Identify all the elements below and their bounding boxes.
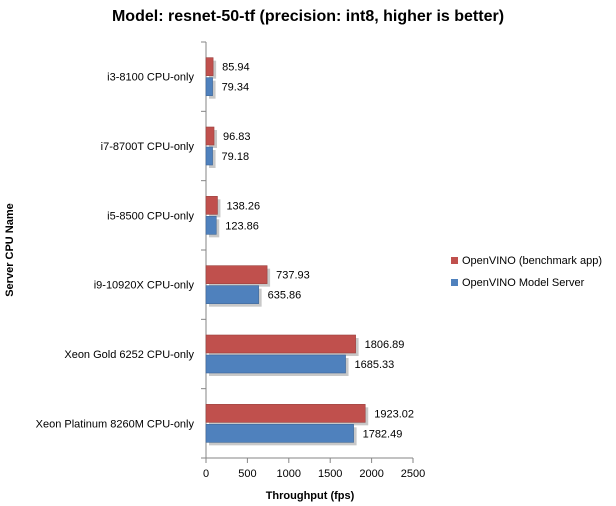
legend: OpenVINO (benchmark app) OpenVINO Model S… (451, 255, 602, 289)
bar (205, 404, 366, 423)
x-tick-label: 2500 (401, 468, 425, 480)
category-label: i9-10920X CPU-only (94, 280, 195, 292)
data-label: 79.18 (222, 151, 250, 163)
data-label: 96.83 (223, 131, 251, 143)
legend-swatch (451, 257, 458, 264)
data-label: 138.26 (226, 200, 260, 212)
x-tick-label: 1000 (277, 468, 301, 480)
y-axis-title: Server CPU Name (4, 203, 16, 297)
data-label: 1923.02 (374, 408, 414, 420)
category-label: Xeon Platinum 8260M CPU-only (36, 418, 195, 430)
bar (205, 126, 215, 146)
legend-label: OpenVINO (benchmark app) (462, 255, 602, 267)
data-label: 1782.49 (363, 428, 403, 440)
x-tick-label: 1500 (318, 468, 342, 480)
bar (205, 354, 346, 374)
legend-swatch (451, 279, 458, 286)
x-axis-title: Throughput (fps) (266, 490, 355, 502)
data-label: 737.93 (276, 270, 310, 282)
bar (205, 285, 259, 304)
bar (205, 146, 213, 166)
x-tick-label: 0 (203, 468, 209, 480)
legend-label: OpenVINO Model Server (462, 277, 585, 289)
data-label: 85.94 (222, 62, 250, 74)
category-label: i7-8700T CPU-only (101, 141, 195, 153)
category-label: i5-8500 CPU-only (107, 210, 194, 222)
data-label: 1806.89 (365, 339, 405, 351)
bar (205, 424, 354, 443)
category-label: i3-8100 CPU-only (107, 72, 194, 84)
data-label: 635.86 (268, 290, 302, 302)
x-tick-label: 2000 (359, 468, 383, 480)
category-label: Xeon Gold 6252 CPU-only (64, 349, 194, 361)
bar (205, 334, 356, 354)
data-label: 123.86 (225, 220, 259, 232)
bar (205, 265, 268, 284)
bar (205, 57, 214, 76)
x-tick-label: 500 (238, 468, 256, 480)
bar (205, 77, 213, 96)
plot-area: 0 500 1000 1500 2000 2500 i3-8100 CPU-only 85.9… (36, 41, 425, 480)
bar (205, 196, 218, 215)
chart-title: Model: resnet-50-tf (precision: int8, hi… (112, 8, 504, 25)
data-label: 1685.33 (355, 359, 395, 371)
data-label: 79.34 (222, 82, 250, 94)
bar (205, 216, 217, 235)
